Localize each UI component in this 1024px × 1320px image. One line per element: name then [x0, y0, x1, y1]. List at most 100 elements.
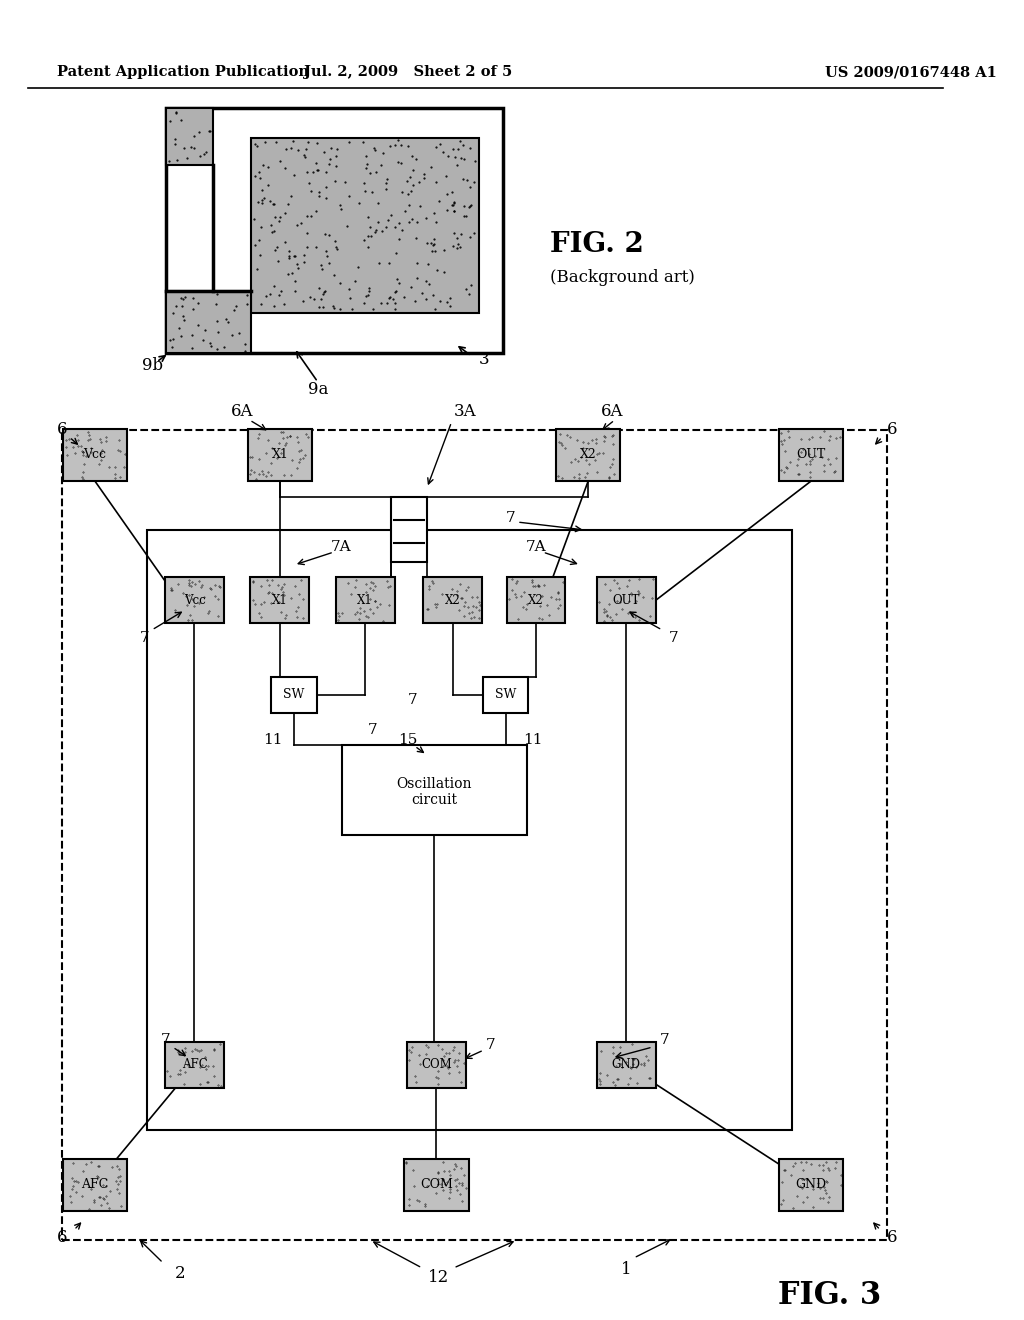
- Point: [326, 297, 342, 318]
- Point: [296, 244, 312, 265]
- Point: [187, 1039, 204, 1060]
- Point: [75, 469, 91, 490]
- Point: [613, 1056, 630, 1077]
- Text: 6: 6: [887, 421, 897, 438]
- Point: [270, 591, 287, 612]
- Point: [408, 1072, 424, 1093]
- Point: [321, 224, 337, 246]
- Point: [71, 430, 87, 451]
- Point: [113, 441, 129, 462]
- Point: [315, 141, 332, 162]
- Point: [554, 434, 570, 455]
- Point: [819, 449, 836, 470]
- Point: [178, 148, 195, 169]
- Point: [177, 586, 194, 607]
- Text: FIG. 2: FIG. 2: [550, 231, 644, 259]
- Point: [102, 1180, 119, 1201]
- Point: [276, 434, 293, 455]
- Point: [428, 1183, 444, 1204]
- Point: [454, 1191, 470, 1212]
- Point: [194, 574, 210, 595]
- Point: [367, 222, 383, 243]
- Point: [163, 577, 179, 598]
- Point: [251, 230, 267, 251]
- Point: [83, 442, 99, 463]
- Point: [250, 191, 266, 213]
- Point: [429, 1173, 445, 1195]
- Point: [591, 1068, 607, 1089]
- Point: [290, 257, 306, 279]
- Point: [438, 1172, 455, 1193]
- Point: [317, 161, 334, 182]
- Point: [440, 1041, 457, 1063]
- Point: [92, 1195, 109, 1216]
- Point: [227, 296, 244, 317]
- Point: [631, 610, 647, 631]
- Point: [429, 594, 445, 615]
- Point: [284, 465, 300, 486]
- Point: [351, 597, 368, 618]
- Point: [189, 292, 206, 313]
- Point: [456, 606, 472, 627]
- Point: [793, 428, 809, 449]
- Point: [206, 1065, 222, 1086]
- Point: [190, 315, 207, 337]
- Point: [773, 1193, 790, 1214]
- Point: [347, 603, 364, 624]
- Point: [435, 1056, 452, 1077]
- Point: [311, 277, 328, 298]
- Text: 7: 7: [669, 631, 678, 645]
- Point: [604, 609, 621, 630]
- Point: [582, 454, 598, 475]
- Point: [362, 589, 379, 610]
- Point: [418, 289, 434, 310]
- Point: [629, 1072, 645, 1093]
- Point: [95, 1187, 112, 1208]
- Point: [183, 1040, 200, 1061]
- Point: [171, 318, 187, 339]
- Point: [452, 573, 468, 594]
- Point: [466, 607, 482, 628]
- Point: [812, 1177, 828, 1199]
- Point: [109, 1179, 125, 1200]
- Text: SW: SW: [495, 689, 516, 701]
- Point: [176, 1044, 193, 1065]
- Point: [288, 601, 304, 622]
- Text: 7A: 7A: [525, 540, 547, 554]
- Point: [184, 609, 201, 630]
- Point: [435, 1152, 452, 1173]
- Point: [298, 422, 314, 444]
- Point: [569, 430, 586, 451]
- Point: [449, 154, 465, 176]
- Point: [617, 1052, 634, 1073]
- Point: [579, 450, 595, 471]
- Bar: [779, 429, 844, 480]
- Point: [78, 445, 94, 466]
- Point: [828, 1151, 845, 1172]
- Point: [451, 1043, 467, 1064]
- Point: [548, 589, 564, 610]
- Point: [388, 280, 404, 301]
- Bar: [423, 577, 482, 623]
- Point: [571, 463, 588, 484]
- Point: [325, 296, 341, 317]
- Text: 7: 7: [368, 723, 378, 737]
- Point: [207, 574, 223, 595]
- Point: [337, 172, 353, 193]
- Point: [508, 573, 524, 594]
- Point: [317, 280, 334, 301]
- Point: [453, 131, 469, 152]
- Point: [60, 429, 77, 450]
- Point: [622, 1056, 638, 1077]
- Point: [168, 296, 184, 317]
- Point: [368, 591, 384, 612]
- Point: [272, 150, 289, 172]
- Point: [597, 426, 613, 447]
- Point: [177, 1061, 194, 1082]
- Point: [270, 433, 287, 454]
- Point: [96, 1189, 113, 1210]
- Point: [635, 586, 651, 607]
- Point: [291, 441, 307, 462]
- Point: [451, 599, 467, 620]
- Point: [416, 168, 432, 189]
